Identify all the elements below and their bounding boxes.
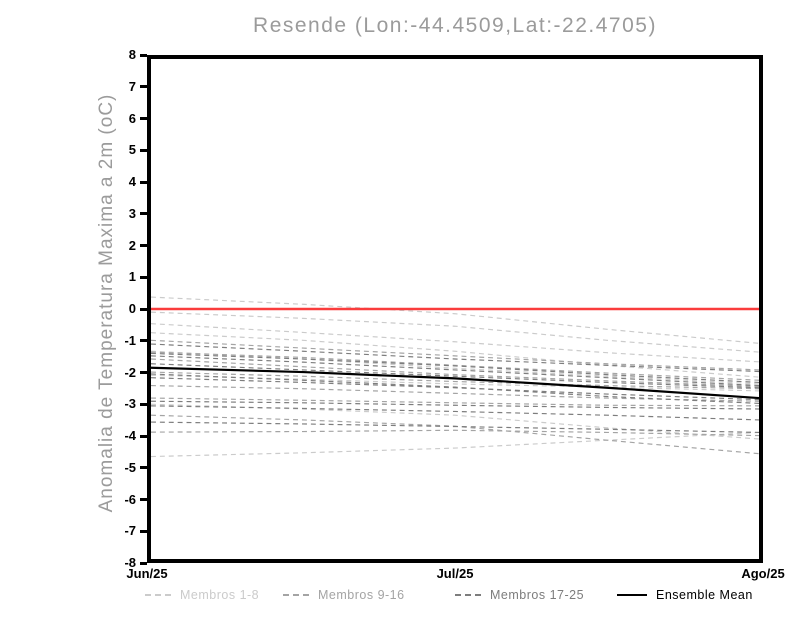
y-tick-mark <box>140 85 147 89</box>
y-axis-ticks: 8 7 6 5 4 3 2 1 0 -1 -2 -3 -4 -5 -6 -7 -8 <box>0 47 147 570</box>
ensemble-mean-line <box>151 366 759 400</box>
legend-line-sample <box>617 594 647 596</box>
legend-line-sample <box>283 594 309 596</box>
plot-svg <box>151 296 759 458</box>
ensemble-member-line <box>151 355 759 387</box>
ensemble-member-line <box>151 358 759 388</box>
legend-item-membros-1-8: Membros 1-8 <box>145 586 259 604</box>
legend-line-sample <box>145 594 171 596</box>
x-tick-label: Jun/25 <box>126 566 168 581</box>
legend-item-membros-17-25: Membros 17-25 <box>455 586 584 604</box>
legend-label: Ensemble Mean <box>656 588 753 602</box>
ensemble-member-line <box>151 405 759 421</box>
ensemble-member-line <box>151 311 759 353</box>
y-tick-mark <box>140 339 147 343</box>
x-tick-label: Jul/25 <box>436 566 474 581</box>
legend-line-sample <box>455 594 481 596</box>
y-tick-label: -8 <box>124 555 136 570</box>
ensemble-member-line <box>151 431 759 458</box>
y-tick-label: -3 <box>124 396 136 412</box>
ensemble-member-line <box>151 343 759 373</box>
y-tick-label: -4 <box>124 428 136 443</box>
y-tick-mark <box>140 402 147 406</box>
plot-area <box>147 55 763 563</box>
x-tick-label: Ago/25 <box>741 566 785 581</box>
y-tick-label: 5 <box>128 142 136 158</box>
y-tick-mark <box>140 180 147 184</box>
legend: Membros 1-8 Membros 9-16 Membros 17-25 E… <box>0 586 800 604</box>
y-tick-mark <box>140 561 147 565</box>
y-tick-label: 0 <box>128 301 136 316</box>
y-tick-mark <box>140 466 147 470</box>
y-tick-mark <box>140 498 147 501</box>
ensemble-member-line <box>151 296 759 344</box>
y-tick-label: 3 <box>128 205 136 221</box>
legend-label: Membros 1-8 <box>180 588 260 602</box>
ensemble-member-line <box>151 363 759 389</box>
legend-item-ensemble-mean: Ensemble Mean <box>617 586 753 604</box>
y-tick-mark <box>140 212 147 216</box>
y-tick-label: -1 <box>124 332 136 348</box>
ensemble-member-line <box>151 400 759 410</box>
y-tick-label: -2 <box>124 364 136 380</box>
ensemble-member-line <box>151 377 759 401</box>
y-tick-label: 8 <box>128 47 136 62</box>
y-tick-mark <box>140 117 147 120</box>
legend-label: Membros 17-25 <box>490 588 585 602</box>
ensemble-member-line <box>151 371 759 390</box>
y-tick-mark <box>140 434 147 438</box>
legend-label: Membros 9-16 <box>318 588 405 602</box>
legend-item-membros-9-16: Membros 9-16 <box>283 586 405 604</box>
y-tick-label: 6 <box>128 110 136 126</box>
y-tick-mark <box>140 244 147 247</box>
y-tick-label: -5 <box>124 459 136 475</box>
ensemble-member-line <box>151 323 759 363</box>
ensemble-member-line <box>151 397 759 407</box>
ensemble-member-line <box>151 332 759 378</box>
y-tick-mark <box>140 529 147 533</box>
y-tick-label: 4 <box>128 174 136 189</box>
x-axis-ticks: Jun/25 Jul/25 Ago/25 <box>126 566 784 582</box>
y-tick-mark <box>140 148 147 152</box>
ensemble-member-line <box>151 421 759 434</box>
ensemble-member-line <box>151 350 759 385</box>
y-tick-label: 1 <box>128 269 136 285</box>
y-tick-mark <box>140 53 147 57</box>
y-tick-label: 2 <box>128 237 136 253</box>
y-tick-mark <box>140 371 147 374</box>
chart-title: Resende (Lon:-44.4509,Lat:-22.4705) <box>253 14 657 37</box>
y-tick-label: 7 <box>128 78 136 94</box>
ensemble-member-line <box>151 429 759 437</box>
y-tick-label: -6 <box>124 491 136 507</box>
ensemble-member-line <box>151 339 759 371</box>
y-tick-mark <box>140 307 147 311</box>
y-tick-label: -7 <box>124 523 136 539</box>
y-tick-mark <box>140 275 147 279</box>
ensemble-member-line <box>151 352 759 384</box>
